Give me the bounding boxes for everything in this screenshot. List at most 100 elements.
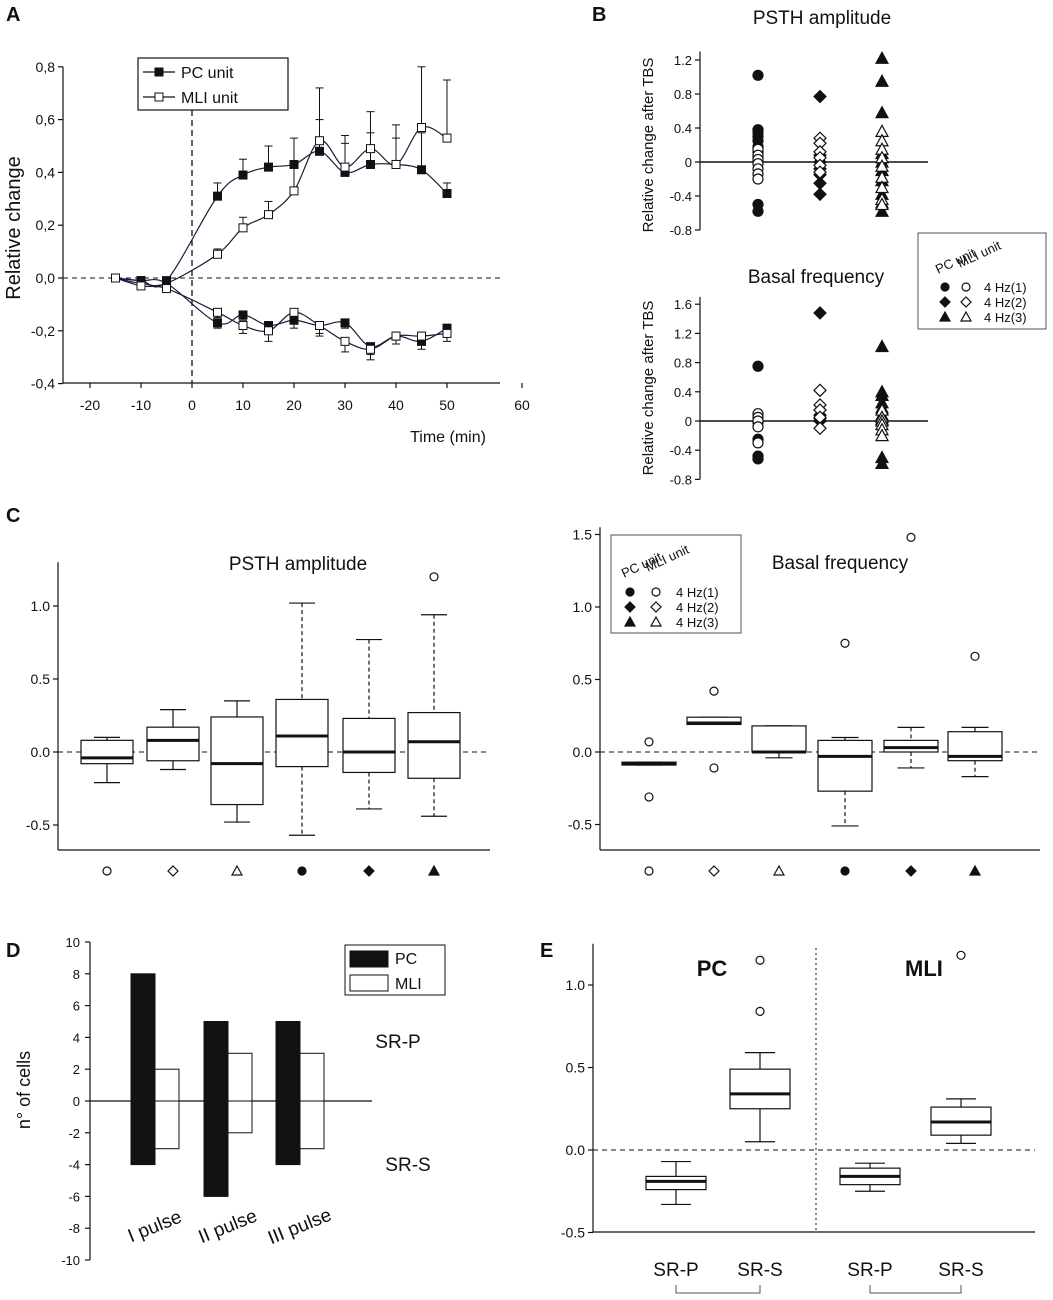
a-data-point: [289, 307, 299, 317]
a-series-line: [115, 126, 448, 287]
b-bottom-y-tick-label: 1.2: [674, 326, 692, 341]
e-category-label: SR-P: [653, 1260, 698, 1281]
c-right-y-tick-label: 0.5: [573, 672, 593, 688]
b-legend-box: [917, 232, 1047, 330]
c-legend-marker-pc: [624, 601, 636, 613]
d-bar-mli-negative: [154, 1100, 180, 1150]
a-data-point: [442, 189, 452, 199]
b-top-mli-point: [874, 197, 890, 211]
a-data-point: [366, 344, 375, 354]
c-right-y-tick-label: -0.5: [568, 817, 592, 833]
b-legend-label: 4 Hz(2): [984, 295, 1027, 310]
a-data-point: [264, 326, 273, 336]
b-legend-marker-mli: [960, 296, 972, 308]
a-y-tick-label: 0,2: [36, 217, 56, 233]
b-bottom-pc-point: [874, 339, 890, 353]
d-y-tick-label: 0: [73, 1094, 80, 1109]
c-left-category-marker: [297, 866, 307, 876]
b-bottom-y-tick-label: 0: [685, 414, 692, 429]
a-y-tick-label: 0,8: [36, 59, 56, 75]
a-data-point: [238, 170, 248, 180]
c-right-category-marker: [644, 866, 654, 876]
a-data-point: [315, 136, 324, 146]
b-top-title: PSTH amplitude: [753, 8, 891, 29]
c-right-category-marker: [968, 864, 982, 876]
b-bottom-title: Basal frequency: [748, 267, 885, 288]
d-bar-pc-positive: [275, 1021, 301, 1102]
d-bar-mli-positive: [299, 1052, 325, 1102]
c-left-category-marker: [167, 865, 179, 877]
c-legend-marker-mli: [649, 615, 663, 627]
e-category-label: SR-P: [847, 1260, 892, 1281]
c-legend-marker-mli: [650, 601, 662, 613]
d-y-tick-label: 6: [73, 999, 80, 1014]
a-x-tick-label: -20: [80, 397, 100, 413]
a-y-tick-label: 0,0: [36, 270, 56, 286]
e-y-tick-label: 0.5: [566, 1060, 586, 1076]
d-legend-swatch-pc: [349, 950, 389, 968]
b-legend-label: 4 Hz(3): [984, 310, 1027, 325]
c-right-category-marker: [708, 865, 720, 877]
c-legend-marker-pc: [623, 615, 637, 627]
e-box: [729, 1068, 791, 1110]
a-data-point: [442, 133, 452, 143]
b-legend-marker-pc: [938, 310, 952, 322]
d-y-tick-label: 8: [73, 967, 80, 982]
b-bottom-y-tick-label: 1.6: [674, 297, 692, 312]
d-y-tick-label: -10: [61, 1253, 80, 1268]
a-data-point: [417, 165, 426, 175]
b-top-y-tick-label: 0: [685, 155, 692, 170]
e-outlier: [755, 1006, 765, 1017]
d-y-tick-label: -2: [68, 1126, 80, 1141]
c-left-category-marker: [363, 865, 375, 877]
c-right-outlier: [906, 532, 916, 543]
c-left-box: [407, 711, 461, 779]
e-category-label: SR-S: [737, 1260, 782, 1281]
a-y-tick-label: 0,4: [36, 164, 56, 180]
b-top-pc-point: [874, 51, 890, 64]
d-bar-pc-negative: [130, 1100, 156, 1166]
a-x-tick-label: 30: [337, 397, 353, 413]
a-data-point: [340, 162, 350, 172]
d-y-tick-label: 4: [73, 1030, 80, 1045]
d-bar-pc-negative: [203, 1100, 229, 1197]
panel-label-d: D: [6, 940, 21, 962]
c-right-category-marker: [772, 864, 786, 876]
d-category-label: II pulse: [196, 1206, 261, 1248]
c-left-y-tick-label: -0.5: [26, 817, 50, 833]
a-data-point: [213, 318, 222, 328]
b-bottom-pc-point: [874, 456, 890, 469]
a-data-point: [340, 336, 350, 346]
b-top-y-tick-label: 0.8: [674, 87, 692, 102]
c-legend-marker-mli: [651, 587, 661, 597]
a-data-point: [417, 123, 426, 133]
d-y-tick-label: -6: [68, 1189, 80, 1204]
d-bar-pc-negative: [275, 1100, 301, 1166]
e-category-label: SR-S: [938, 1260, 983, 1281]
b-bottom-mli-point: [874, 428, 890, 442]
b-bottom-y-tick-label: -0.8: [670, 472, 692, 487]
b-bottom-mli-point: [752, 437, 764, 449]
a-x-tick-label: 10: [235, 397, 251, 413]
b-bottom-mli-point: [813, 383, 827, 398]
e-group-label-pc: PC: [697, 956, 728, 981]
a-data-point: [213, 249, 222, 259]
b-top-mli-point: [813, 165, 827, 180]
d-category-label: III pulse: [265, 1205, 335, 1249]
c-right-category-marker: [905, 865, 917, 877]
a-data-point: [238, 310, 248, 320]
a-legend-marker-mli: [154, 92, 164, 102]
b-bottom-pc-point: [752, 453, 764, 465]
c-right-box: [817, 739, 873, 792]
c-legend-label: 4 Hz(3): [676, 615, 719, 630]
b-top-pc-point: [874, 73, 890, 87]
c-left-box: [210, 716, 264, 806]
c-right-outlier: [970, 651, 980, 661]
b-bottom-mli-point: [752, 421, 764, 433]
b-top-pc-point: [813, 89, 827, 104]
d-y-tick-label: -4: [68, 1158, 80, 1173]
e-box: [645, 1175, 707, 1191]
c-legend-label: 4 Hz(2): [676, 600, 719, 615]
d-y-axis-label: n° of cells: [14, 1051, 34, 1129]
c-left-box: [342, 717, 396, 774]
